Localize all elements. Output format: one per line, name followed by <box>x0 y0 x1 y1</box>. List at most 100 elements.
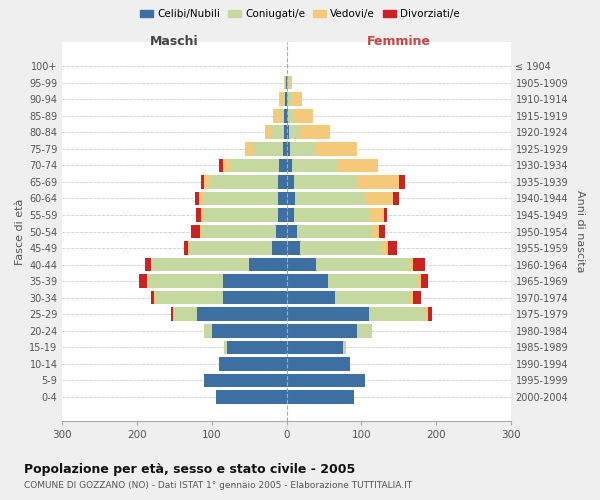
Bar <box>272 242 287 255</box>
Bar <box>287 225 297 238</box>
Bar <box>287 274 328 288</box>
Bar <box>287 357 350 370</box>
Bar <box>272 126 284 139</box>
Bar <box>203 208 278 222</box>
Y-axis label: Fasce di età: Fasce di età <box>15 198 25 264</box>
Bar <box>171 308 173 321</box>
Bar <box>285 76 286 90</box>
Bar <box>294 208 368 222</box>
Bar <box>285 92 287 106</box>
Bar <box>292 158 337 172</box>
Bar <box>188 242 190 255</box>
Bar <box>205 324 212 338</box>
Bar <box>223 274 287 288</box>
Bar <box>421 274 428 288</box>
Bar <box>287 390 354 404</box>
Bar <box>205 374 287 387</box>
Bar <box>358 175 398 188</box>
Bar <box>392 192 398 205</box>
Bar <box>227 340 287 354</box>
Bar <box>289 126 300 139</box>
Bar <box>230 158 279 172</box>
Bar <box>383 208 388 222</box>
Bar <box>245 142 253 156</box>
Bar <box>288 109 294 122</box>
Bar <box>428 308 432 321</box>
Bar <box>367 192 392 205</box>
Bar <box>335 291 410 304</box>
Bar <box>287 208 294 222</box>
Bar <box>287 324 358 338</box>
Bar <box>287 109 288 122</box>
Bar <box>196 208 200 222</box>
Bar <box>413 291 421 304</box>
Bar <box>287 258 316 272</box>
Bar <box>199 192 203 205</box>
Bar <box>156 291 223 304</box>
Bar <box>283 142 287 156</box>
Bar <box>287 340 343 354</box>
Bar <box>273 109 281 122</box>
Bar <box>203 192 278 205</box>
Bar <box>289 76 292 90</box>
Bar <box>294 175 358 188</box>
Bar <box>249 258 287 272</box>
Bar <box>287 374 365 387</box>
Bar <box>297 225 371 238</box>
Bar <box>287 92 291 106</box>
Bar <box>147 274 148 288</box>
Bar <box>425 308 428 321</box>
Bar <box>410 291 413 304</box>
Bar <box>287 192 295 205</box>
Bar <box>223 158 230 172</box>
Bar <box>291 92 302 106</box>
Bar <box>287 308 368 321</box>
Bar <box>219 158 223 172</box>
Bar <box>276 225 287 238</box>
Bar <box>202 225 276 238</box>
Bar <box>191 225 200 238</box>
Bar <box>284 109 287 122</box>
Bar <box>287 175 294 188</box>
Bar <box>278 208 287 222</box>
Text: COMUNE DI GOZZANO (NO) - Dati ISTAT 1° gennaio 2005 - Elaborazione TUTTITALIA.IT: COMUNE DI GOZZANO (NO) - Dati ISTAT 1° g… <box>24 481 412 490</box>
Legend: Celibi/Nubili, Coniugati/e, Vedovi/e, Divorziati/e: Celibi/Nubili, Coniugati/e, Vedovi/e, Di… <box>136 5 464 24</box>
Bar <box>287 142 290 156</box>
Bar <box>379 225 385 238</box>
Bar <box>287 242 300 255</box>
Bar <box>287 126 289 139</box>
Bar <box>184 242 188 255</box>
Text: Femmine: Femmine <box>367 35 431 48</box>
Bar <box>300 242 382 255</box>
Bar <box>343 340 346 354</box>
Bar <box>265 126 272 139</box>
Bar <box>152 258 249 272</box>
Bar <box>278 192 287 205</box>
Bar <box>287 291 335 304</box>
Bar <box>190 242 272 255</box>
Bar <box>382 242 388 255</box>
Bar <box>154 291 156 304</box>
Bar <box>279 92 283 106</box>
Bar <box>283 92 285 106</box>
Bar <box>196 192 199 205</box>
Bar <box>398 175 404 188</box>
Bar <box>145 258 151 272</box>
Bar <box>316 142 358 156</box>
Bar <box>337 158 379 172</box>
Bar <box>279 158 287 172</box>
Bar <box>200 208 203 222</box>
Bar <box>281 109 284 122</box>
Bar <box>200 225 202 238</box>
Bar <box>197 308 287 321</box>
Bar <box>286 76 287 90</box>
Bar <box>148 274 223 288</box>
Bar <box>388 242 397 255</box>
Bar <box>215 390 287 404</box>
Text: Popolazione per età, sesso e stato civile - 2005: Popolazione per età, sesso e stato civil… <box>24 462 355 475</box>
Bar <box>212 324 287 338</box>
Bar <box>211 175 278 188</box>
Bar <box>151 291 154 304</box>
Bar <box>205 175 211 188</box>
Bar <box>139 274 147 288</box>
